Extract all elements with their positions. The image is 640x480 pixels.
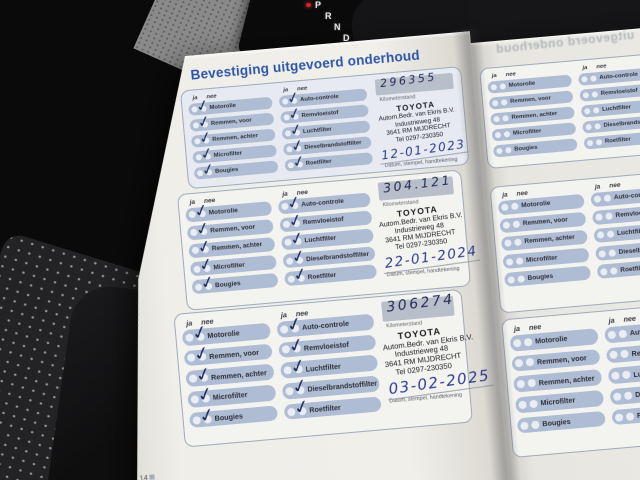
gear-position-letter: N	[334, 22, 341, 32]
gear-position-letter: D	[343, 33, 350, 43]
gear-position-letter: P	[315, 0, 322, 10]
gear-indicator-dot	[306, 3, 311, 7]
gear-position-letter: M	[352, 44, 358, 51]
gear-position-letter: R	[325, 11, 332, 21]
